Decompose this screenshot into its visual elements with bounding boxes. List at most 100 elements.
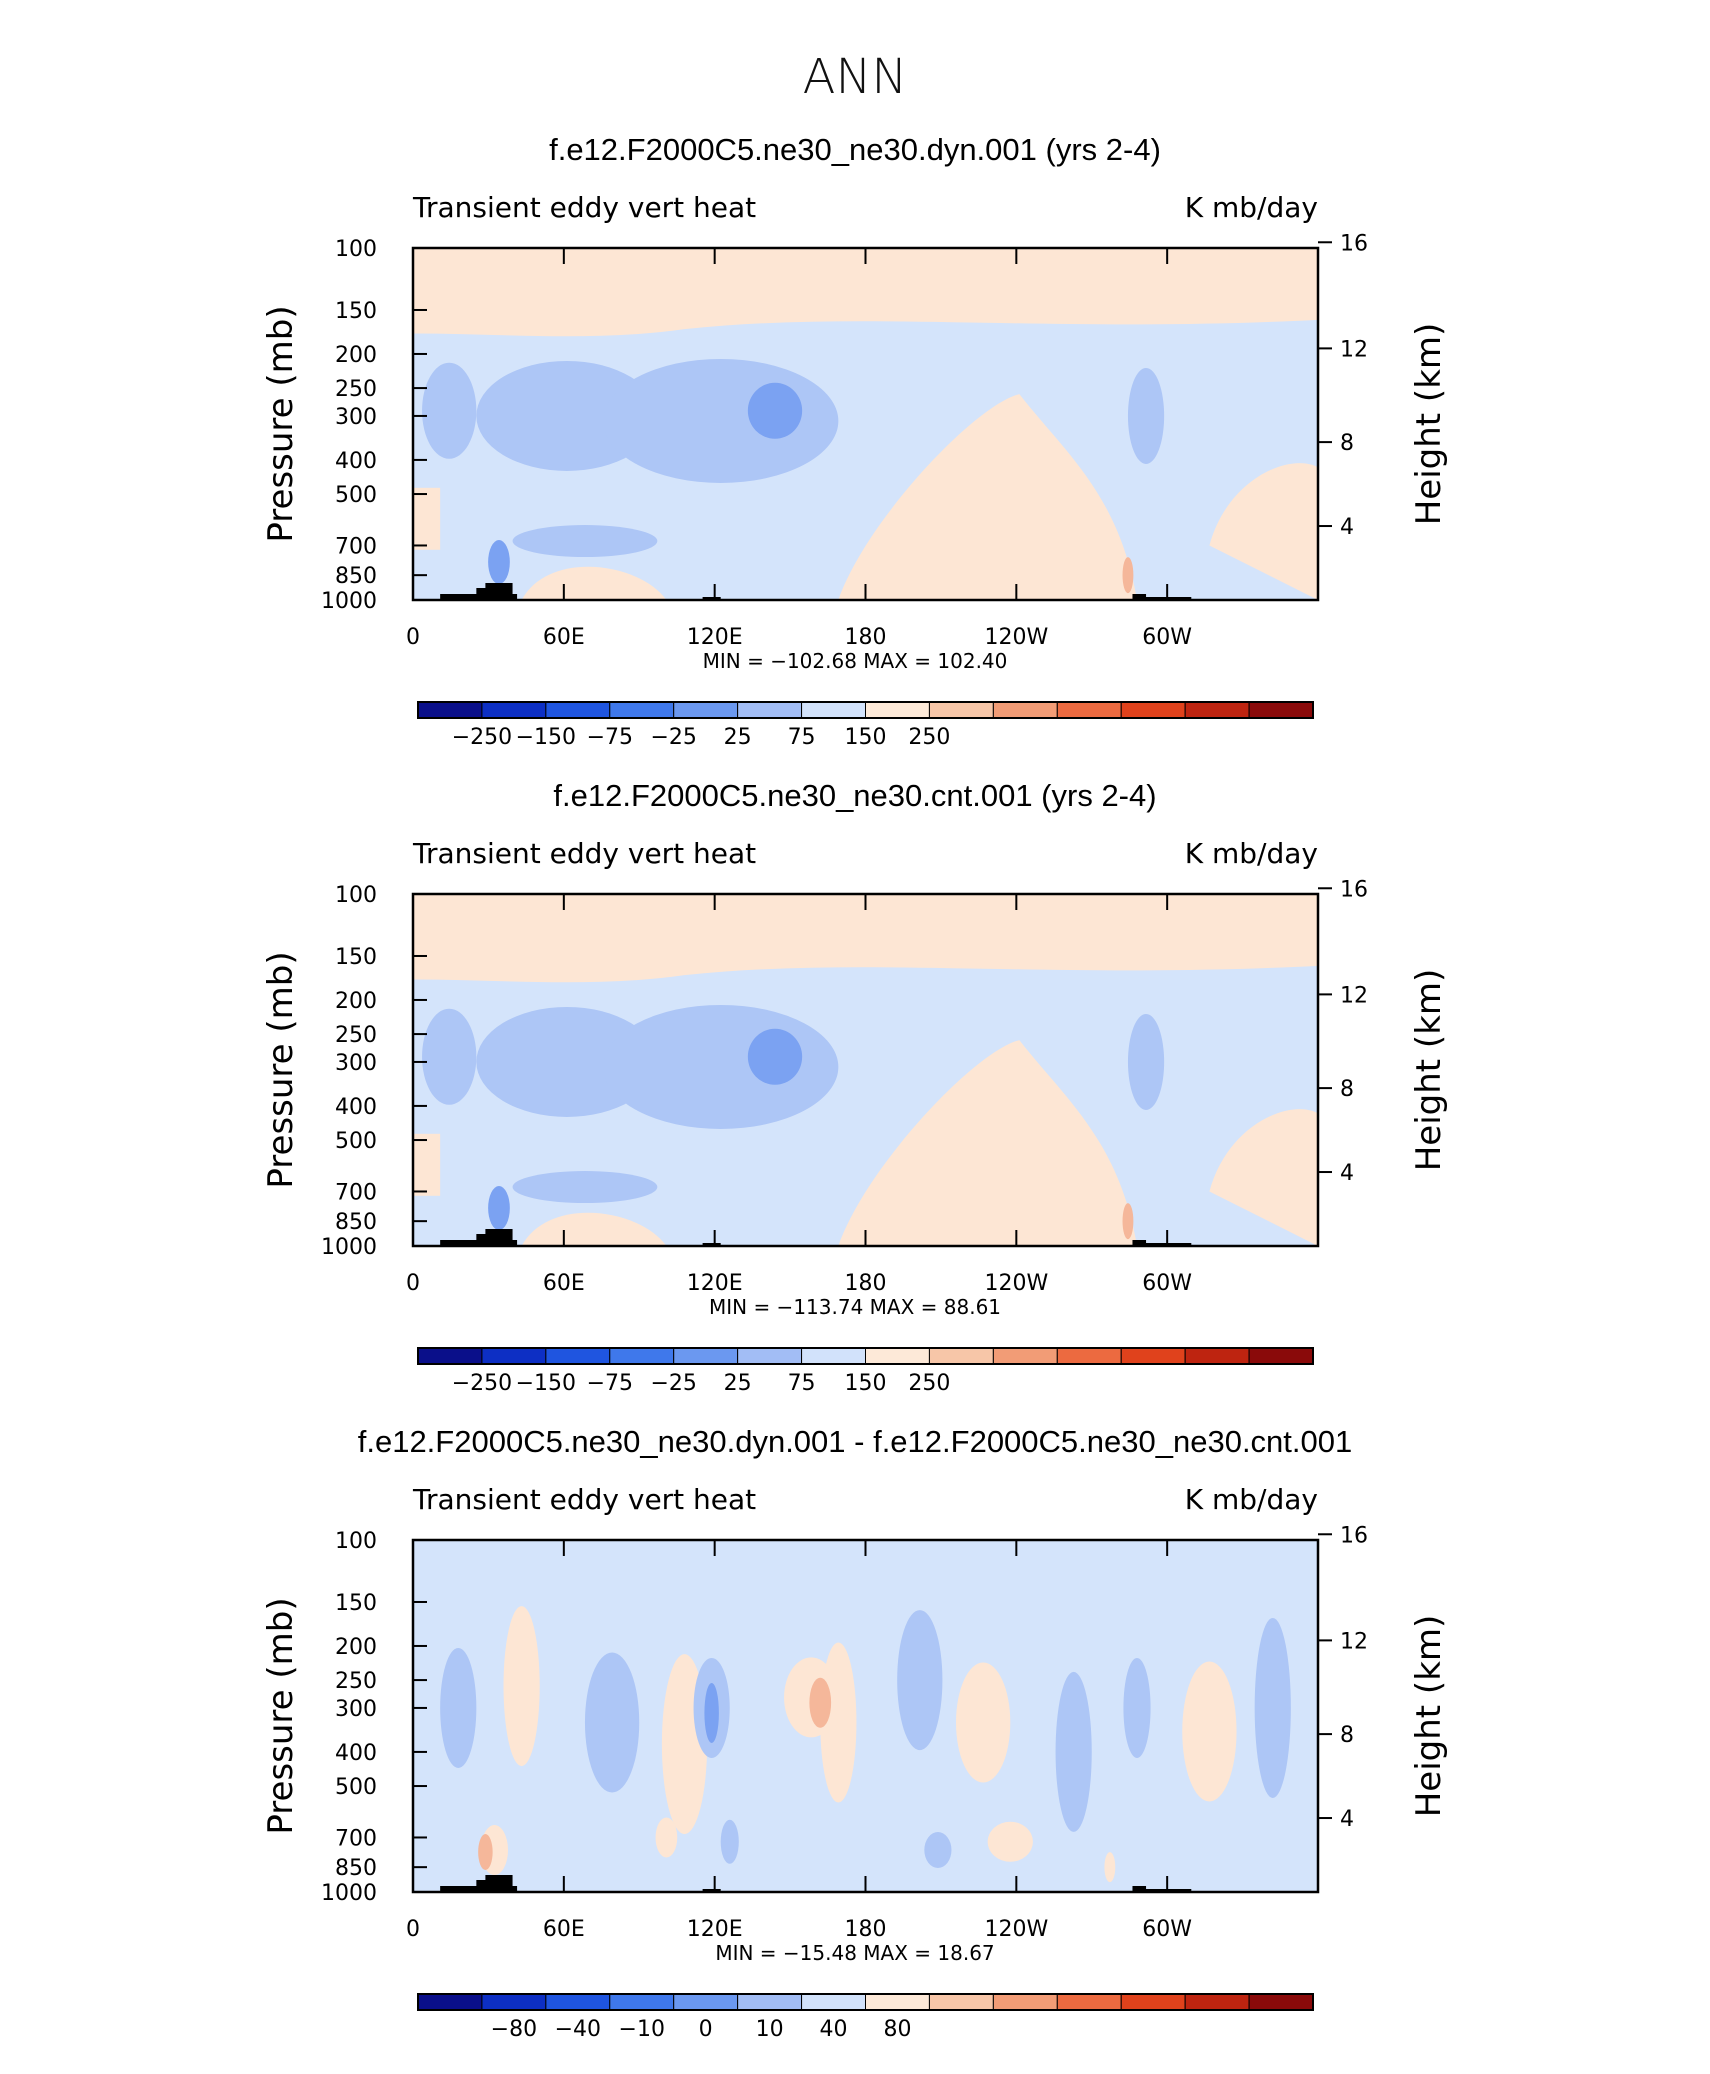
diff-warm-core	[478, 1834, 493, 1871]
colorbar-swatch	[737, 1993, 803, 2011]
y-tick-label: 1000	[321, 589, 377, 614]
diff-warm-blob	[655, 1817, 678, 1858]
panel-title: f.e12.F2000C5.ne30_ne30.dyn.001 (yrs 2-4…	[549, 132, 1161, 167]
cool-blob-low	[512, 525, 658, 558]
y-tick-label: 150	[335, 945, 377, 970]
y-tick-label: 250	[335, 1023, 377, 1048]
atlantic-warm-region	[1209, 463, 1318, 600]
x-tick-label: 120W	[984, 1271, 1048, 1296]
diff-warm-blob	[503, 1606, 540, 1767]
west-edge-warm	[413, 1133, 441, 1196]
y-tick-label: 100	[335, 1529, 377, 1554]
y-right-tick-label: 8	[1340, 1723, 1354, 1748]
colorbar-swatch	[737, 701, 803, 719]
indian-low-warm	[521, 1212, 667, 1246]
y-tick-label: 300	[335, 1051, 377, 1076]
diff-warm-blob	[956, 1662, 1011, 1783]
colorbar-frame	[417, 1347, 1314, 1365]
colorbar-label: 25	[724, 1371, 752, 1396]
x-tick-label: 180	[845, 1271, 887, 1296]
x-tick-label: 120E	[687, 1917, 743, 1942]
x-tick-label: 60E	[543, 1271, 585, 1296]
y-tick-label: 850	[335, 1210, 377, 1235]
stratosphere-warm-band	[413, 248, 1318, 337]
diff-cool-blob	[584, 1652, 640, 1793]
cool-blob	[1127, 1013, 1165, 1110]
colorbar-label: 25	[724, 725, 752, 750]
colorbar-swatch	[417, 701, 483, 719]
colorbar-swatch	[928, 701, 994, 719]
colorbar-label: 250	[908, 1371, 950, 1396]
colorbar-frame	[417, 1993, 1314, 2011]
colorbar-label: −75	[587, 725, 633, 750]
y-tick-label: 700	[335, 1826, 377, 1851]
y-right-tick-label: 16	[1340, 877, 1368, 902]
panel-left-label: Transient eddy vert heat	[412, 191, 756, 224]
diff-cool-blob	[1123, 1657, 1151, 1758]
min-max-label: MIN = −15.48 MAX = 18.67	[715, 1941, 994, 1965]
colorbar-label: 75	[788, 725, 816, 750]
y-tick-label: 1000	[321, 1235, 377, 1260]
min-max-label: MIN = −102.68 MAX = 102.40	[703, 649, 1008, 673]
diff-cool-blob	[1055, 1671, 1092, 1832]
x-tick-label: 0	[406, 1271, 420, 1296]
colorbar-swatch	[481, 701, 547, 719]
panel-units-label: K mb/day	[1185, 191, 1318, 224]
diff-cool-blob	[440, 1647, 477, 1768]
colorbar-label: −250	[452, 1371, 512, 1396]
colorbar-swatch	[673, 1347, 739, 1365]
y-axis-label: Pressure (mb)	[261, 1597, 301, 1834]
colorbar-swatch	[1184, 1993, 1250, 2011]
x-tick-label: 120W	[984, 1917, 1048, 1942]
y-tick-label: 150	[335, 1591, 377, 1616]
colorbar-label: 150	[845, 1371, 887, 1396]
contour-field	[413, 1540, 1318, 1892]
chart-panel-3: f.e12.F2000C5.ne30_ne30.dyn.001 - f.e12.…	[261, 1424, 1449, 2042]
x-tick-label: 60E	[543, 625, 585, 650]
colorbar-label: 75	[788, 1371, 816, 1396]
figure-title: ANN	[803, 49, 908, 105]
colorbar-swatch	[545, 701, 611, 719]
diff-cool-blob	[720, 1819, 739, 1864]
diff-cool-core	[704, 1682, 719, 1743]
x-tick-label: 120W	[984, 625, 1048, 650]
y-tick-label: 850	[335, 1856, 377, 1881]
cool-blob	[422, 1008, 477, 1105]
colorbar-label: −25	[650, 1371, 696, 1396]
colorbar-label: −75	[587, 1371, 633, 1396]
x-tick-label: 60E	[543, 1917, 585, 1942]
colorbar-swatch	[1056, 1993, 1122, 2011]
colorbar-label: 80	[883, 2017, 911, 2042]
y-axis-label-right: Height (km)	[1409, 323, 1449, 526]
colorbar-label: 0	[699, 2017, 713, 2042]
diff-warm-blob	[820, 1642, 857, 1803]
y-tick-label: 100	[335, 883, 377, 908]
colorbar-label: −150	[516, 725, 576, 750]
y-right-tick-label: 4	[1340, 1161, 1354, 1186]
west-edge-warm	[413, 487, 441, 550]
chart-panel-2: f.e12.F2000C5.ne30_ne30.cnt.001 (yrs 2-4…	[261, 778, 1449, 1396]
topography	[440, 1229, 1192, 1246]
y-tick-label: 500	[335, 1775, 377, 1800]
panel-title: f.e12.F2000C5.ne30_ne30.cnt.001 (yrs 2-4…	[553, 778, 1156, 813]
panel-left-label: Transient eddy vert heat	[412, 1483, 756, 1516]
colorbar-swatch	[928, 1347, 994, 1365]
colorbar-swatch	[801, 1347, 866, 1365]
cool-blob	[422, 362, 477, 459]
surface-warm-core	[1122, 1203, 1134, 1240]
colorbar-label: −25	[650, 725, 696, 750]
cool-core	[747, 1028, 803, 1085]
y-tick-label: 200	[335, 989, 377, 1014]
colorbar-swatch	[1248, 1993, 1314, 2011]
topography	[440, 583, 1192, 600]
panel-units-label: K mb/day	[1185, 1483, 1318, 1516]
y-axis-label: Pressure (mb)	[261, 305, 301, 542]
cool-blob-low	[512, 1171, 658, 1204]
colorbar-swatch	[992, 1347, 1058, 1365]
colorbar-swatch	[609, 1347, 675, 1365]
diff-cool-blob	[1254, 1617, 1291, 1798]
colorbar-label: 150	[845, 725, 887, 750]
colorbar-swatch	[1120, 701, 1186, 719]
y-tick-label: 250	[335, 1669, 377, 1694]
